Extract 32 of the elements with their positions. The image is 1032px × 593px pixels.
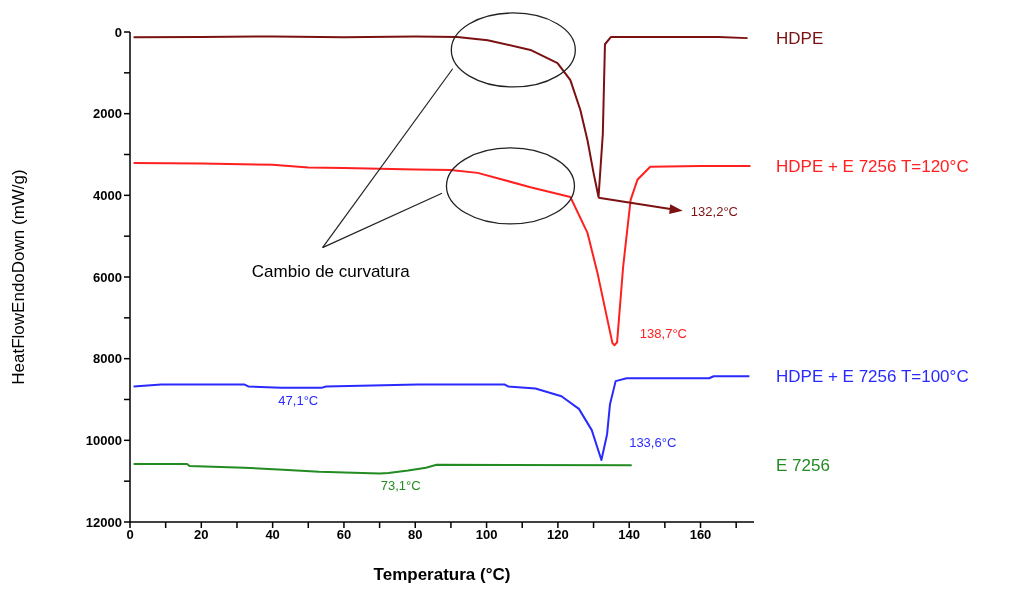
y-tick-label: 8000 <box>93 351 122 367</box>
text: E 7256 <box>776 456 830 476</box>
line-series <box>132 35 749 198</box>
x-axis-title: Temperatura (°C) <box>373 565 511 584</box>
y-axis-title: HeatFlowEndoDown (mW/g) <box>9 169 29 385</box>
annotation: 73,1°C <box>380 477 421 493</box>
x-tick-label: 60 <box>336 527 352 543</box>
x-tick-label: 140 <box>618 527 641 543</box>
x-tick-label: 120 <box>547 527 569 543</box>
line-series <box>132 162 752 347</box>
line-series <box>132 375 751 461</box>
annotation: 47,1°C <box>278 392 319 408</box>
y-tick-label: 0 <box>114 24 122 40</box>
y-tick-label: 12000 <box>85 514 122 530</box>
x-tick-label: 80 <box>408 527 423 543</box>
y-tick-label: 6000 <box>93 269 122 285</box>
annotation: 132,2°C <box>690 203 738 219</box>
y-tick-label: 10000 <box>85 432 122 448</box>
x-tick-label: 20 <box>194 527 209 543</box>
annotation: 138,7°C <box>639 326 687 342</box>
y-tick-label: 4000 <box>93 187 122 203</box>
series-label: HDPE + E 7256 T=120°C <box>776 156 969 176</box>
x-tick-label: 160 <box>689 527 712 543</box>
series-label: HDPE + E 7256 T=100°C <box>776 367 969 387</box>
annotation: Cambio de curvatura <box>251 261 411 281</box>
x-tick-label: 40 <box>265 527 280 543</box>
annotation: 133,6°C <box>629 435 677 451</box>
series-label: HDPE <box>776 29 824 49</box>
y-tick-label: 2000 <box>93 106 122 122</box>
x-tick-label: 100 <box>475 527 498 543</box>
line-series <box>132 463 633 475</box>
x-tick-label: 0 <box>126 527 134 543</box>
